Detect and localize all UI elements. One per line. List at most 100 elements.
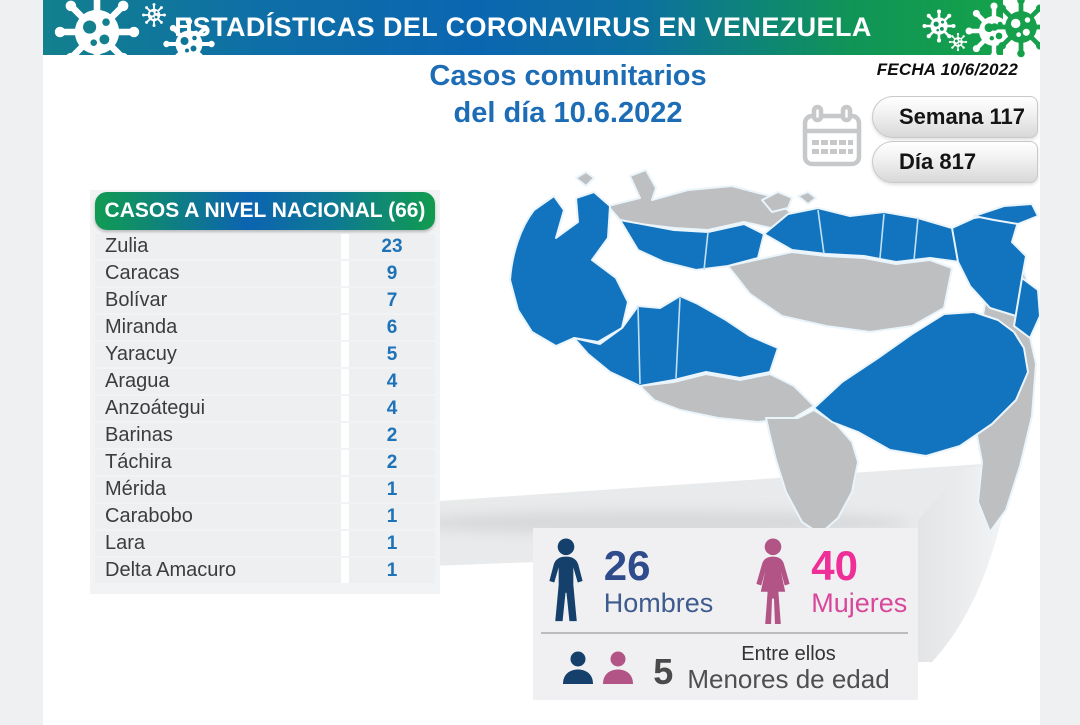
state-name-cell: Caracas (95, 261, 341, 286)
case-count-cell: 4 (349, 369, 435, 394)
state-name-cell: Aragua (95, 369, 341, 394)
case-count-cell: 9 (349, 261, 435, 286)
men-count: 26 (603, 542, 651, 589)
map-state-lara-yaracuy (619, 219, 765, 271)
map-island (761, 191, 793, 213)
cell-gap (341, 450, 349, 475)
map-state-andes (573, 295, 779, 387)
minors-count: 5 (653, 651, 674, 692)
cell-gap (341, 234, 349, 259)
cell-gap (341, 477, 349, 502)
cell-gap (341, 423, 349, 448)
state-name-cell: Zulia (95, 234, 341, 259)
case-count-cell: 2 (349, 423, 435, 448)
table-row: Barinas 2 (95, 423, 435, 448)
gender-stats-panel: 26 Hombres 40 Mujeres (533, 528, 918, 700)
case-count-cell: 5 (349, 342, 435, 367)
cell-gap (341, 531, 349, 556)
case-count-cell: 2 (349, 450, 435, 475)
state-name-cell: Mérida (95, 477, 341, 502)
men-stat: 26 Hombres (544, 538, 714, 624)
minors-stat: 5 Entre ellos Menores de edad (533, 638, 918, 698)
panel-divider (541, 632, 908, 634)
cell-gap (341, 558, 349, 583)
female-figure-icon (756, 538, 790, 624)
cell-gap (341, 288, 349, 313)
state-name-cell: Delta Amacuro (95, 558, 341, 583)
cell-gap (341, 369, 349, 394)
case-count-cell: 1 (349, 558, 435, 583)
women-stat: 40 Mujeres (751, 538, 907, 624)
table-row: Aragua 4 (95, 369, 435, 394)
subtitle-line1: Casos comunitarios (429, 60, 707, 92)
cell-gap (341, 261, 349, 286)
cell-gap (341, 342, 349, 367)
page-title: ESTADÍSTICAS DEL CORONAVIRUS EN VENEZUEL… (174, 12, 872, 42)
map-state-delta-amacuro (1013, 277, 1040, 339)
male-figure-icon (549, 538, 583, 622)
table-row: Caracas 9 (95, 261, 435, 286)
left-margin (0, 0, 43, 725)
table-row: Delta Amacuro 1 (95, 558, 435, 583)
male-bust-icon (563, 651, 594, 684)
minors-icons (563, 651, 634, 684)
virus-icon (963, 0, 1003, 55)
date-label: FECHA 10/6/2022 (876, 60, 1018, 79)
women-count: 40 (811, 542, 858, 589)
virus-icon (141, 2, 167, 28)
right-margin (1040, 0, 1080, 725)
virus-icon (161, 16, 217, 55)
case-count-cell: 1 (349, 531, 435, 556)
day-badge: Día 817 (872, 141, 1038, 183)
state-name-cell: Bolívar (95, 288, 341, 313)
map-state-border (703, 231, 709, 271)
map-state-apure (639, 373, 815, 423)
virus-icon (921, 8, 957, 44)
map-state-sucre (973, 203, 1039, 225)
calendar-icon (802, 104, 862, 167)
men-label: Hombres (603, 588, 714, 618)
map-state-llanos (727, 251, 953, 333)
map-island (575, 171, 595, 187)
cell-gap (341, 396, 349, 421)
case-count-cell: 4 (349, 396, 435, 421)
cell-gap (341, 315, 349, 340)
state-name-cell: Yaracuy (95, 342, 341, 367)
table-row: Anzoátegui 4 (95, 396, 435, 421)
case-count-cell: 6 (349, 315, 435, 340)
case-count-cell: 23 (349, 234, 435, 259)
cases-table-header: CASOS A NIVEL NACIONAL (66) (95, 192, 435, 230)
venezuela-map (509, 169, 1040, 535)
cases-table: CASOS A NIVEL NACIONAL (66) Zulia 23 Carac… (90, 190, 440, 594)
table-row: Bolívar 7 (95, 288, 435, 313)
map-island (797, 191, 817, 205)
week-badge: Semana 117 (872, 96, 1038, 138)
map-state-border (675, 297, 681, 379)
virus-icon (51, 0, 143, 55)
virus-icon (948, 32, 968, 52)
table-row: Zulia 23 (95, 234, 435, 259)
map-state-border (817, 209, 825, 255)
table-row: Mérida 1 (95, 477, 435, 502)
state-name-cell: Lara (95, 531, 341, 556)
map-state-border (637, 305, 641, 385)
table-row: Táchira 2 (95, 450, 435, 475)
week-badge-label: Semana 117 (899, 104, 1025, 129)
table-row: Carabobo 1 (95, 504, 435, 529)
map-state-amazonas (765, 409, 859, 535)
state-name-cell: Carabobo (95, 504, 341, 529)
state-name-cell: Anzoátegui (95, 396, 341, 421)
female-bust-icon (603, 651, 634, 684)
cell-gap (341, 504, 349, 529)
title-banner: ESTADÍSTICAS DEL CORONAVIRUS EN VENEZUEL… (43, 0, 1003, 55)
case-count-cell: 1 (349, 477, 435, 502)
minors-intro: Entre ellos (741, 643, 836, 665)
subtitle-line2: del día 10.6.2022 (453, 97, 683, 129)
map-state-border (879, 213, 885, 259)
virus-icon (988, 0, 1054, 60)
map-state-border (913, 217, 919, 261)
subtitle: Casos comunitarios del día 10.6.2022 (368, 58, 768, 132)
gender-row: 26 Hombres 40 Mujeres (533, 538, 918, 624)
state-name-cell: Miranda (95, 315, 341, 340)
